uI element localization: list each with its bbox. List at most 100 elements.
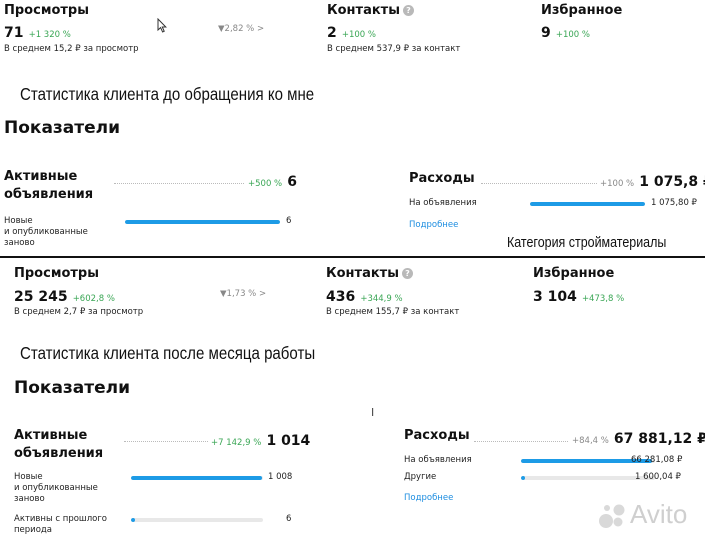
active-ads-bar [131,518,263,522]
active-ads-row-value: 1 008 [268,472,293,482]
active-ads-delta: +7 142,9 % [211,438,262,448]
contacts-label: Контакты? [326,266,413,281]
contacts-label: Контакты? [327,3,414,18]
more-link[interactable]: Подробнее [409,220,459,230]
active-ads-row-label: Новые и опубликованные заново [14,472,98,505]
expenses-metric: +100 % 1 075,8 ₽ [600,171,705,190]
views-sub: В среднем 2,7 ₽ за просмотр [14,307,144,317]
contacts-value: 436 [326,289,356,305]
row-label-line: периода [14,525,52,535]
caption-before: Статистика клиента до обращения ко мне [20,84,315,104]
section-title-top: Показатели [4,118,121,138]
caption-after: Статистика клиента после месяца работы [20,343,316,363]
expenses-label: Расходы [409,171,475,186]
expenses-value: 1 075,8 ₽ [639,174,705,190]
views-metric: 25 245 +602,8 % [14,286,115,305]
views-sub: В среднем 15,2 ₽ за просмотр [4,44,139,54]
info-icon[interactable]: ? [402,5,414,16]
contacts-sub: В среднем 537,9 ₽ за контакт [327,44,461,54]
cursor-icon [157,17,167,36]
contacts-metric: 436 +344,9 % [326,286,403,305]
active-ads-row-label: Новые и опубликованные заново [4,216,88,249]
expenses-row-label: Другие [404,472,437,482]
active-ads-label-line1: Активные [4,169,78,184]
views-delta: +602,8 % [72,294,115,304]
expenses-metric: +84,4 % 67 881,12 ₽ [572,428,705,447]
active-ads-row-value: 6 [286,216,292,226]
chevron-right-icon: > [256,24,265,34]
row-label-line: Активны с прошлого [14,514,108,524]
favorites-metric: 3 104 +473,8 % [533,286,624,305]
active-ads-bar [125,220,280,224]
contacts-value: 2 [327,25,337,41]
expenses-bar [530,202,645,206]
active-ads-metric: +7 142,9 % 1 014 [211,430,310,449]
expenses-row-value: 66 281,08 ₽ [631,455,683,465]
expenses-bar [521,476,655,480]
more-link[interactable]: Подробнее [404,493,454,503]
divider-dots [124,441,208,442]
active-ads-label: Активные объявления [4,168,93,204]
active-ads-label-line2: объявления [14,446,104,461]
views-delta: +1 320 % [28,30,71,40]
avito-logo-icon [598,502,628,534]
info-icon[interactable]: ? [401,268,413,279]
favorites-value: 9 [541,25,551,41]
active-ads-bar [131,476,263,480]
expenses-label: Расходы [404,428,470,443]
active-ads-value: 6 [287,174,297,190]
bar-fill [521,459,652,463]
row-label-line: заново [14,494,45,504]
bar-fill [131,476,263,480]
expenses-row-label: На объявления [409,198,477,208]
favorites-label: Избранное [541,3,623,18]
views-value: 71 [4,25,24,41]
funnel-icon: ▼ [220,289,227,299]
row-label-line: заново [4,238,35,248]
section-divider [0,256,705,258]
funnel-icon: ▼ [218,24,225,34]
views-funnel-value: 1,73 % [226,289,257,299]
views-funnel-value: 2,82 % [224,24,255,34]
expenses-value: 67 881,12 ₽ [613,431,705,447]
contacts-label-text: Контакты [327,3,400,18]
favorites-delta: +100 % [555,30,590,40]
contacts-metric: 2 +100 % [327,22,376,41]
row-label-line: Новые [4,216,33,226]
active-ads-label-line1: Активные [14,428,88,443]
chevron-right-icon: > [258,289,267,299]
active-ads-label: Активные объявления [14,427,103,463]
views-funnel[interactable]: ▼2,82 % > [218,24,264,34]
expenses-row-value: 1 075,80 ₽ [651,198,697,208]
section-title-bottom: Показатели [14,378,131,398]
divider-dots [474,441,568,442]
views-label: Просмотры [4,3,89,18]
avito-watermark: Avito [630,499,688,529]
category-caption: Категория стройматериалы [507,235,667,251]
row-label-line: Новые [14,472,43,482]
expenses-row-label: На объявления [404,455,472,465]
contacts-delta: +344,9 % [360,294,403,304]
views-metric: 71 +1 320 % [4,22,71,41]
bar-fill [131,518,135,522]
text-cursor-icon: I [371,406,375,419]
contacts-label-text: Контакты [326,266,399,281]
active-ads-row-label: Активны с прошлого периода [14,514,107,536]
row-label-line: и опубликованные [14,483,98,493]
divider-dots [481,183,597,184]
favorites-label: Избранное [533,266,615,281]
favorites-value: 3 104 [533,289,577,305]
views-value: 25 245 [14,289,68,305]
expenses-row-value: 1 600,04 ₽ [635,472,681,482]
views-funnel[interactable]: ▼1,73 % > [220,289,266,299]
expenses-bar [521,459,655,463]
row-label-line: и опубликованные [4,227,88,237]
bar-fill [125,220,280,224]
bar-fill [530,202,645,206]
active-ads-row-value: 6 [286,514,292,524]
active-ads-metric: +500 % 6 [248,171,297,190]
contacts-sub: В среднем 155,7 ₽ за контакт [326,307,460,317]
active-ads-label-line2: объявления [4,187,94,202]
views-label: Просмотры [14,266,99,281]
bar-fill [521,476,526,480]
